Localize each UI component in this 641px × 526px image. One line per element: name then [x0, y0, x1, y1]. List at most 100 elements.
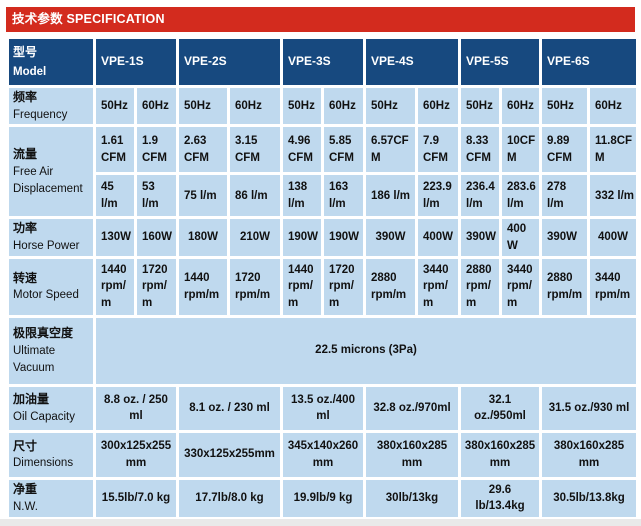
- row-label-dimensions-en: Dimensions: [13, 457, 74, 470]
- row-label-model: 型号 Model: [9, 39, 93, 85]
- data-cell: 190W: [324, 219, 363, 256]
- data-cell: 5.85 CFM: [324, 127, 363, 173]
- data-cell: 45 l/m: [96, 175, 134, 217]
- row-label-power-en: Horse Power: [13, 240, 80, 253]
- data-cell: 60Hz: [324, 88, 363, 125]
- row-label-dimensions: 尺寸 Dimensions: [9, 432, 93, 477]
- data-cell: 3440 rpm/m: [418, 258, 458, 315]
- page-bottom-strip: [0, 519, 641, 526]
- data-cell: 2880 rpm/m: [542, 258, 587, 315]
- model-header-cell: VPE-2S: [179, 39, 280, 85]
- row-label-nw-en: N.W.: [13, 500, 38, 513]
- row-label-oil-zh: 加油量: [13, 392, 50, 407]
- table-row-flow-cfm: 流量 Free Air Displacement 1.61 CFM 1.9 CF…: [9, 127, 636, 217]
- data-cell: 31.5 oz./930 ml: [542, 386, 636, 430]
- data-cell: 2880 rpm/m: [461, 258, 499, 315]
- data-cell: 9.89 CFM: [542, 127, 587, 173]
- row-label-power: 功率 Horse Power: [9, 219, 93, 256]
- row-label-flow-en: Free Air Displacement: [13, 166, 83, 195]
- data-cell: 19.9lb/9 kg: [283, 479, 363, 517]
- data-cell: 345x140x260 mm: [283, 432, 363, 477]
- data-cell: 60Hz: [230, 88, 280, 125]
- table-row-dimensions: 尺寸 Dimensions 300x125x255 mm 330x125x255…: [9, 432, 636, 477]
- data-cell: 1720 rpm/m: [324, 258, 363, 315]
- data-cell: 3440 rpm/m: [590, 258, 636, 315]
- data-cell: 138 l/m: [283, 175, 321, 217]
- row-label-vacuum-zh: 极限真空度: [13, 326, 74, 341]
- specification-table: 型号 Model VPE-1S VPE-2S VPE-3S VPE-4S VPE…: [6, 36, 639, 520]
- data-cell: 8.1 oz. / 230 ml: [179, 386, 280, 430]
- row-label-flow: 流量 Free Air Displacement: [9, 127, 93, 217]
- data-cell: 390W: [461, 219, 499, 256]
- data-cell: 32.8 oz./970ml: [366, 386, 458, 430]
- data-cell: 390W: [366, 219, 415, 256]
- data-cell: 8.8 oz. / 250 ml: [96, 386, 176, 430]
- data-cell: 300x125x255 mm: [96, 432, 176, 477]
- data-cell: 223.9 l/m: [418, 175, 458, 217]
- data-cell: 50Hz: [179, 88, 227, 125]
- data-cell: 1720 rpm/m: [137, 258, 176, 315]
- table-row-power: 功率 Horse Power 130W 160W 180W 210W 190W …: [9, 219, 636, 256]
- data-cell: 8.33 CFM: [461, 127, 499, 173]
- row-label-nw: 净重 N.W.: [9, 479, 93, 517]
- data-cell: 60Hz: [418, 88, 458, 125]
- data-cell: 236.4 l/m: [461, 175, 499, 217]
- data-cell: 210W: [230, 219, 280, 256]
- data-cell: 7.9 CFM: [418, 127, 458, 173]
- data-cell: 332 l/m: [590, 175, 636, 217]
- data-cell: 60Hz: [137, 88, 176, 125]
- data-cell: 400W: [590, 219, 636, 256]
- row-label-frequency: 频率 Frequency: [9, 88, 93, 125]
- row-label-speed: 转速 Motor Speed: [9, 258, 93, 315]
- row-label-oil-en: Oil Capacity: [13, 410, 75, 423]
- data-cell: 3.15 CFM: [230, 127, 280, 173]
- data-cell: 53 l/m: [137, 175, 176, 217]
- data-cell: 163 l/m: [324, 175, 363, 217]
- data-cell: 3440 rpm/m: [502, 258, 539, 315]
- data-cell: 4.96 CFM: [283, 127, 321, 173]
- data-cell: 380x160x285 mm: [366, 432, 458, 477]
- data-cell: 60Hz: [502, 88, 539, 125]
- model-header-cell: VPE-4S: [366, 39, 458, 85]
- data-cell: 50Hz: [283, 88, 321, 125]
- data-cell: 130W: [96, 219, 134, 256]
- data-cell: 86 l/m: [230, 175, 280, 217]
- data-cell: 13.5 oz./400 ml: [283, 386, 363, 430]
- table-row-oil: 加油量 Oil Capacity 8.8 oz. / 250 ml 8.1 oz…: [9, 386, 636, 430]
- table-row-flow-lpm: 45 l/m 53 l/m 75 l/m 86 l/m 138 l/m 163 …: [9, 175, 636, 217]
- row-label-model-en: Model: [13, 65, 47, 78]
- row-label-speed-en: Motor Speed: [13, 289, 79, 302]
- data-cell: 1720 rpm/m: [230, 258, 280, 315]
- data-cell: 2.63 CFM: [179, 127, 227, 173]
- data-cell: 283.6 l/m: [502, 175, 539, 217]
- table-row-vacuum: 极限真空度 Ultimate Vacuum 22.5 microns (3Pa): [9, 317, 636, 384]
- data-cell: 390W: [542, 219, 587, 256]
- data-cell: 380x160x285 mm: [542, 432, 636, 477]
- row-label-speed-zh: 转速: [13, 270, 38, 285]
- spec-page: 技术参数 SPECIFICATION 型号 Model VPE-1S VPE-2…: [6, 7, 639, 520]
- data-cell: 11.8CFM: [590, 127, 636, 173]
- row-label-dimensions-zh: 尺寸: [13, 438, 38, 453]
- row-label-frequency-zh: 频率: [13, 90, 38, 104]
- data-cell-vacuum: 22.5 microns (3Pa): [96, 317, 636, 384]
- row-label-vacuum-en: Ultimate Vacuum: [13, 344, 56, 374]
- data-cell: 380x160x285 mm: [461, 432, 539, 477]
- data-cell: 2880 rpm/m: [366, 258, 415, 315]
- table-row-nw: 净重 N.W. 15.5lb/7.0 kg 17.7lb/8.0 kg 19.9…: [9, 479, 636, 517]
- data-cell: 50Hz: [542, 88, 587, 125]
- table-row-model: 型号 Model VPE-1S VPE-2S VPE-3S VPE-4S VPE…: [9, 39, 636, 85]
- row-label-model-zh: 型号: [13, 44, 38, 59]
- row-label-flow-zh: 流量: [13, 147, 38, 162]
- row-label-power-zh: 功率: [13, 221, 38, 236]
- data-cell: 180W: [179, 219, 227, 256]
- row-label-oil: 加油量 Oil Capacity: [9, 386, 93, 430]
- data-cell: 400W: [418, 219, 458, 256]
- data-cell: 1.61 CFM: [96, 127, 134, 173]
- data-cell: 10CFM: [502, 127, 539, 173]
- model-header-cell: VPE-5S: [461, 39, 539, 85]
- row-label-frequency-en: Frequency: [13, 108, 68, 121]
- model-header-cell: VPE-3S: [283, 39, 363, 85]
- data-cell: 6.57CFM: [366, 127, 415, 173]
- data-cell: 190W: [283, 219, 321, 256]
- table-row-speed: 转速 Motor Speed 1440 rpm/m 1720 rpm/m 144…: [9, 258, 636, 315]
